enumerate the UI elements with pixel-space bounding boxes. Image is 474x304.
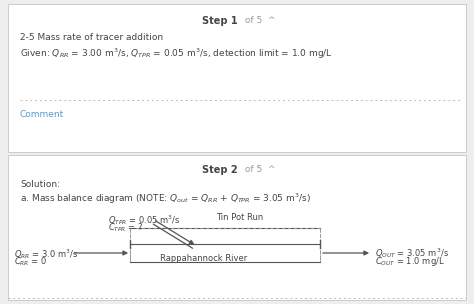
Text: $C_{TPR}$ = ?: $C_{TPR}$ = ? [108, 222, 144, 234]
Text: $Q_{RR}$ = 3.0 m$^3$/s: $Q_{RR}$ = 3.0 m$^3$/s [14, 247, 78, 261]
Text: $Q_{TPR}$ = 0.05 m$^3$/s: $Q_{TPR}$ = 0.05 m$^3$/s [108, 213, 181, 227]
Text: a. Mass balance diagram (NOTE: $Q_{out}$ = $Q_{RR}$ + $Q_{TPR}$ = 3.05 m$^3$/s): a. Mass balance diagram (NOTE: $Q_{out}$… [20, 192, 311, 206]
Text: of 5  ^: of 5 ^ [242, 16, 275, 25]
Text: Tin Pot Run: Tin Pot Run [216, 213, 263, 222]
Text: Comment: Comment [20, 110, 64, 119]
Bar [8, 4, 466, 152]
Text: of 5  ^: of 5 ^ [242, 165, 275, 174]
Text: $Q_{OUT}$ = 3.05 m$^3$/s: $Q_{OUT}$ = 3.05 m$^3$/s [375, 246, 449, 260]
Text: Step 2: Step 2 [202, 165, 238, 175]
Text: Step 1: Step 1 [202, 16, 238, 26]
Text: Rappahannock River: Rappahannock River [160, 254, 247, 263]
Text: $C_{OUT}$ = 1.0 mg/L: $C_{OUT}$ = 1.0 mg/L [375, 255, 445, 268]
Bar [130, 244, 320, 262]
Bar [8, 155, 466, 300]
Text: $C_{RR}$ = 0: $C_{RR}$ = 0 [14, 256, 47, 268]
Text: Given: $Q_{RR}$ = 3.00 m$^3$/s, $Q_{TPR}$ = 0.05 m$^3$/s, detection limit = 1.0 : Given: $Q_{RR}$ = 3.00 m$^3$/s, $Q_{TPR}… [20, 47, 333, 61]
Bar [130, 228, 320, 244]
Text: Solution:: Solution: [20, 180, 60, 189]
Text: 2-5 Mass rate of tracer addition: 2-5 Mass rate of tracer addition [20, 33, 163, 42]
